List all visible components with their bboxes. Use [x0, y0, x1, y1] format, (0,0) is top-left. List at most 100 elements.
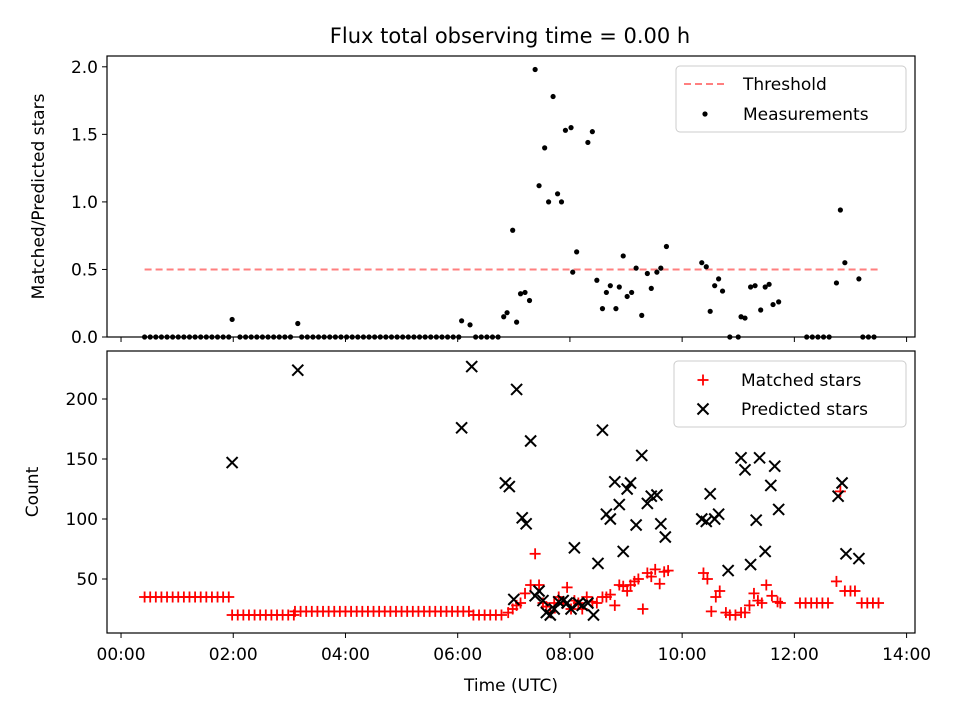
cross-b — [524, 434, 537, 448]
measurement-point — [633, 265, 639, 271]
measurement-point — [624, 293, 630, 300]
matched-star-point — [739, 607, 751, 619]
cross-b — [696, 402, 710, 416]
measurement-point — [568, 125, 574, 131]
predicted-star-point — [734, 451, 748, 465]
measurements-legend-swatch — [702, 111, 708, 117]
cross-b — [659, 530, 672, 544]
measurement-point — [758, 307, 764, 313]
matched-star-point — [760, 579, 772, 591]
matched-star-point — [701, 573, 713, 585]
matched-star-point — [849, 585, 861, 597]
top-y-tick-label: 0.5 — [71, 260, 98, 280]
cross-b — [608, 475, 622, 489]
predicted-star-point — [503, 480, 516, 493]
predicted-star-point — [721, 564, 735, 577]
bottom-y-tick-label: 50 — [76, 570, 98, 590]
x-tick-label: 12:00 — [770, 645, 819, 665]
cross-b — [650, 488, 664, 502]
predicted-star-point — [455, 421, 468, 435]
measurement-point — [501, 314, 507, 320]
predicted-star-point — [772, 503, 785, 516]
measurement-point — [522, 289, 528, 296]
predicted-star-point — [835, 476, 849, 490]
x-tick-label: 10:00 — [658, 645, 707, 665]
cross-b — [635, 449, 648, 462]
bottom-y-tick-label: 200 — [66, 390, 98, 410]
measurement-point — [467, 322, 473, 328]
top-y-tick-label: 1.5 — [71, 125, 98, 145]
matched-star-point — [637, 603, 649, 615]
predicted-star-point — [225, 456, 239, 469]
cross-b — [835, 476, 849, 490]
top-y-tick-label: 0.0 — [71, 328, 98, 348]
matched-star-point — [714, 585, 726, 597]
measurement-point — [554, 191, 561, 197]
measurement-point — [562, 127, 569, 133]
measurement-point — [599, 306, 606, 312]
matched-star-point — [533, 579, 545, 591]
measurement-point — [654, 269, 660, 275]
legend-plus-marker — [697, 374, 709, 386]
cross-b — [519, 517, 533, 531]
predicted-star-point — [617, 545, 630, 558]
measurement-point — [620, 253, 626, 259]
x-tick-label: 06:00 — [433, 645, 482, 665]
predicted-star-point — [510, 383, 523, 396]
matched-star-point — [621, 585, 633, 597]
top-axes-frame — [106, 55, 916, 338]
matched-star-point — [632, 573, 644, 585]
legend-measurements-label: Measurements — [743, 105, 869, 125]
matched-star-point — [529, 548, 541, 560]
cross-b — [516, 511, 529, 525]
cross-b — [587, 608, 600, 622]
cross-b — [629, 518, 643, 532]
predicted-star-point — [764, 479, 778, 492]
measurement-point — [504, 310, 510, 316]
top-legend-box — [675, 65, 907, 133]
predicted-star-point — [568, 541, 581, 555]
measurement-point — [613, 306, 619, 312]
measurement-point — [607, 283, 613, 289]
matched-star-point — [604, 589, 616, 601]
predicted-star-point — [516, 511, 529, 525]
predicted-star-point — [852, 552, 866, 565]
predicted-star-point — [758, 545, 772, 558]
cross-b — [510, 383, 523, 396]
bottom-axes-ticks: 00:00 02:00 04:00 06:00 08:00 10:00 12:00 14:00… — [66, 390, 932, 665]
measurement-point — [716, 276, 722, 282]
top-legend: Threshold Measurements — [675, 65, 907, 133]
matched-star-point — [519, 587, 531, 599]
top-y-tick-label: 1.0 — [71, 193, 98, 213]
measurement-point — [766, 281, 772, 287]
bottom-y-tick-label: 150 — [66, 450, 98, 470]
predicted-star-point — [839, 547, 853, 561]
cross-b — [536, 594, 550, 607]
cross-b — [596, 423, 609, 437]
predicted-star-point — [507, 593, 521, 606]
cross-b — [291, 363, 304, 377]
measurement-point — [459, 318, 465, 324]
matched-star-point — [743, 599, 755, 611]
matched-star-point — [748, 587, 760, 599]
measurement-point — [542, 145, 548, 151]
predicted-star-point — [753, 451, 766, 465]
cross-b — [540, 606, 553, 619]
matched-star-point — [756, 597, 768, 609]
measurement-point — [589, 129, 595, 135]
x-tick-label: 00:00 — [97, 645, 146, 665]
measurement-point — [616, 284, 622, 290]
cross-b — [544, 608, 557, 622]
measurement-point — [629, 289, 635, 296]
measurement-point — [699, 260, 705, 266]
predicted-star-point — [604, 512, 617, 526]
measurement-point — [536, 183, 542, 189]
matched-star-point — [495, 609, 507, 621]
cross-b — [556, 594, 570, 607]
predicted-star-point — [749, 513, 763, 527]
predicted-star-point — [532, 584, 546, 598]
cross-b — [654, 517, 668, 531]
cross-b — [721, 564, 735, 577]
cross-b — [568, 541, 581, 555]
